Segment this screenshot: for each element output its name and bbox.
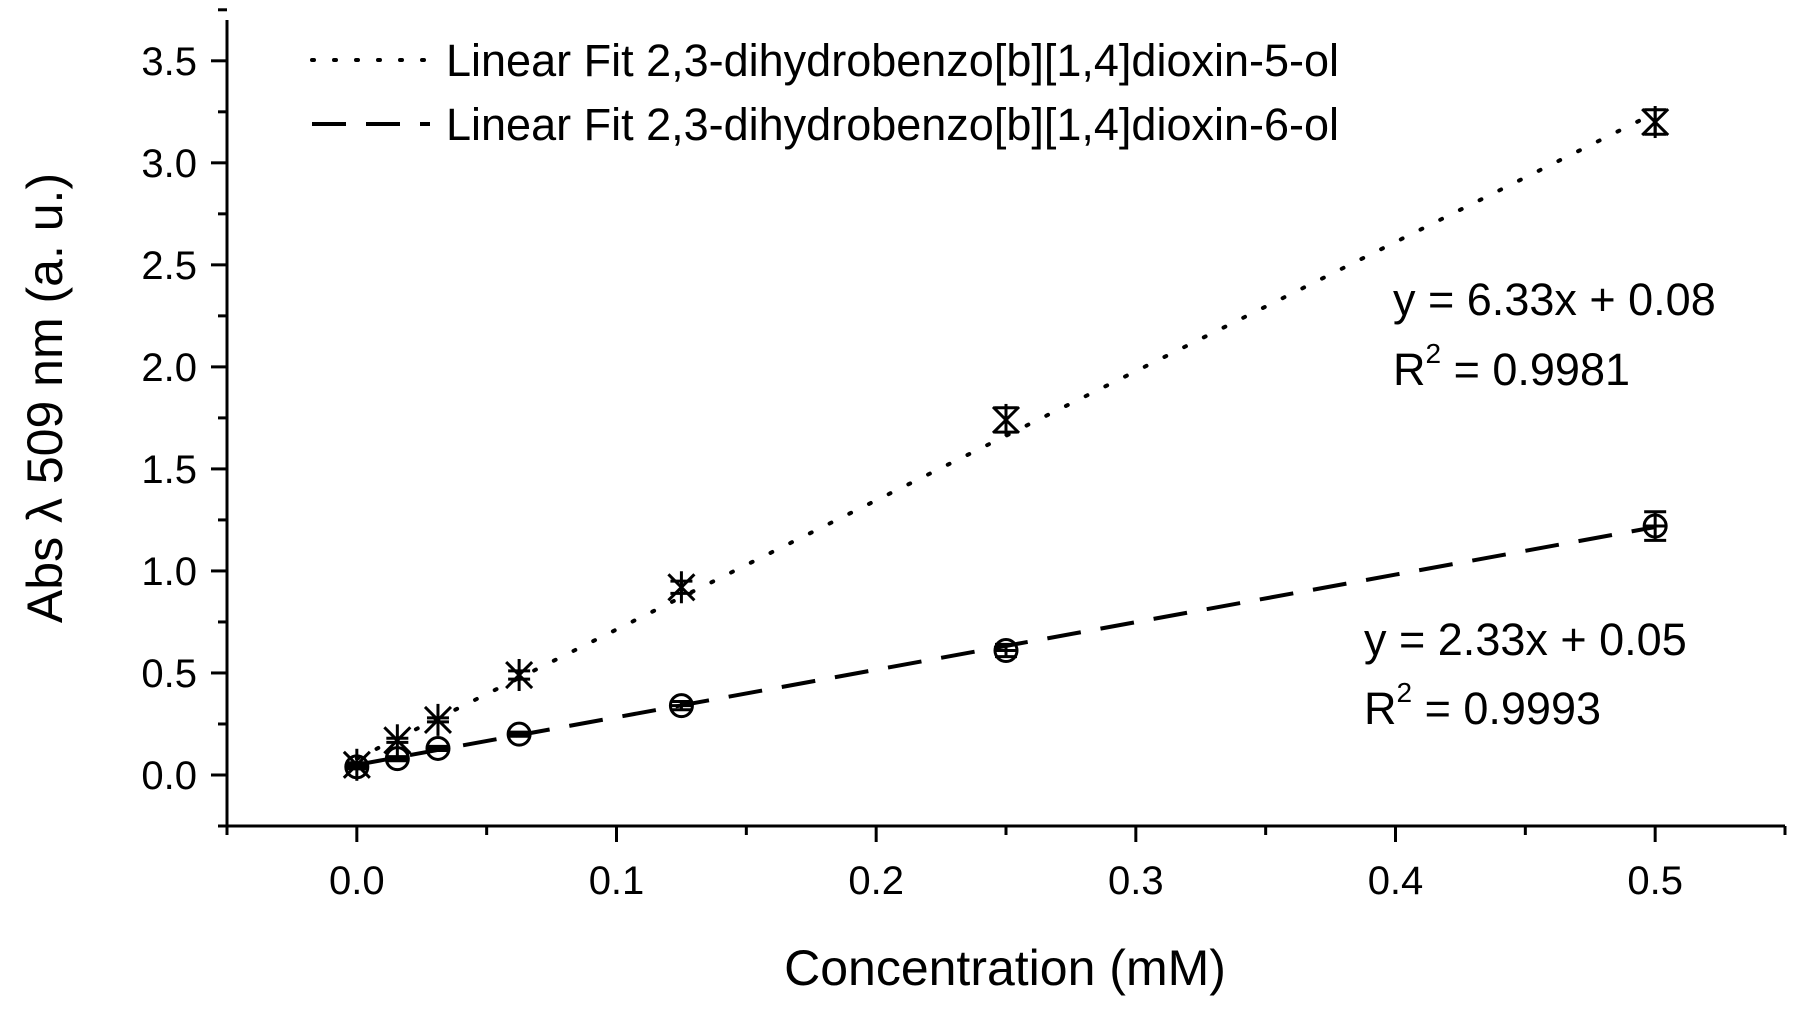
data-point-series-2: [506, 721, 532, 747]
data-point-series-1: [423, 703, 453, 736]
y-axis-title: Abs λ 509 nm (a. u.): [17, 173, 73, 623]
y-tick-label: 1.0: [141, 550, 197, 594]
data-point-series-2: [384, 746, 410, 772]
x-tick-label: 0.2: [848, 859, 904, 903]
r2-value: = 0.9993: [1412, 683, 1601, 734]
r2-label: R: [1393, 344, 1426, 395]
legend: Linear Fit 2,3-dihydrobenzo[b][1,4]dioxi…: [310, 35, 1339, 150]
data-point-series-1: [1641, 106, 1670, 139]
y-tick-label: 3.0: [141, 142, 197, 186]
r2-sup: 2: [1397, 677, 1413, 708]
data-point-series-2: [344, 754, 370, 780]
x-axis-title: Concentration (mM): [784, 940, 1226, 996]
data-point-series-1: [991, 403, 1021, 436]
y-tick-label: 0.0: [141, 754, 197, 798]
r2-sup: 2: [1426, 338, 1442, 369]
x-tick-label: 0.0: [329, 859, 385, 903]
data-point-series-1: [505, 659, 534, 692]
r2-value: = 0.9981: [1441, 344, 1630, 395]
fit-annotation-series-1: y = 6.33x + 0.08 R2 = 0.9981: [1393, 274, 1716, 395]
legend-label-series-2: Linear Fit 2,3-dihydrobenzo[b][1,4]dioxi…: [446, 99, 1339, 150]
equation-series-1: y = 6.33x + 0.08: [1393, 274, 1716, 325]
data-point-series-2: [425, 735, 451, 761]
data-points: [342, 106, 1670, 781]
data-point-series-2: [1642, 510, 1668, 542]
y-tick-label: 2.5: [141, 244, 197, 288]
fit-lines: [354, 110, 1658, 767]
y-tick-label: 0.5: [141, 652, 197, 696]
axes: 0.0 0.1 0.2 0.3 0.4 0.5 0.0 0.5 1.0 1.5 2.0 2.5 3.0 3…: [141, 8, 1787, 903]
fit-annotation-series-2: y = 2.33x + 0.05 R2 = 0.9993: [1364, 614, 1687, 734]
r2-label: R: [1364, 683, 1397, 734]
data-point-series-1: [383, 724, 412, 757]
legend-label-series-1: Linear Fit 2,3-dihydrobenzo[b][1,4]dioxi…: [446, 35, 1339, 86]
y-tick-label: 2.0: [141, 346, 197, 390]
data-point-series-2: [668, 693, 694, 719]
data-point-series-2: [993, 638, 1019, 664]
x-tick-label: 0.1: [589, 859, 645, 903]
y-tick-label: 3.5: [141, 40, 197, 84]
y-tick-label: 1.5: [141, 448, 197, 492]
x-tick-label: 0.3: [1108, 859, 1164, 903]
data-point-series-1: [667, 571, 696, 604]
r2-series-1: R2 = 0.9981: [1393, 338, 1630, 395]
x-tick-label: 0.4: [1368, 859, 1424, 903]
r2-series-2: R2 = 0.9993: [1364, 677, 1601, 734]
x-tick-label: 0.5: [1627, 859, 1683, 903]
equation-series-2: y = 2.33x + 0.05: [1364, 614, 1687, 665]
